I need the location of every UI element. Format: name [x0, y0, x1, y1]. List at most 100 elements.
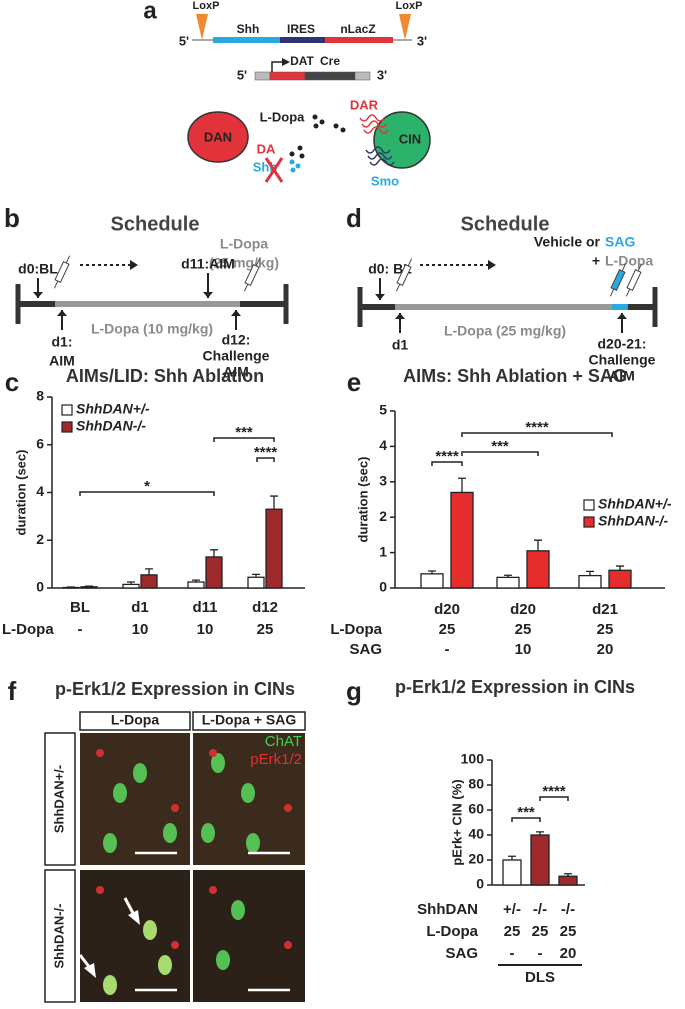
error-bar: [192, 579, 200, 583]
segment: [254, 71, 271, 81]
row-value: -/-: [533, 901, 547, 918]
x-tick-label: d21: [592, 601, 618, 618]
chart-title: p-Erk1/2 Expression in CINs: [395, 677, 635, 697]
label: Schedule: [461, 213, 550, 235]
label: AIM: [49, 353, 75, 369]
syringe: [609, 288, 615, 297]
syringe: [407, 258, 413, 267]
y-tick-label: 6: [36, 435, 44, 451]
significance: ****: [254, 444, 278, 461]
cell: [246, 833, 260, 853]
row-value: 20: [597, 641, 614, 658]
label: d: [346, 203, 362, 233]
bar: [496, 576, 520, 589]
molecule: [312, 114, 318, 120]
significance: *: [144, 478, 150, 495]
row-value: 10: [515, 641, 532, 658]
arrow: [78, 954, 92, 969]
cell: [103, 833, 117, 853]
significance: ***: [491, 438, 509, 455]
significance-bracket: [461, 432, 613, 437]
molecule: [295, 163, 301, 169]
row-label: ShhDAN-/-: [51, 904, 66, 969]
error-bar: [564, 873, 572, 877]
label: AIM: [223, 364, 249, 380]
label: Smo: [371, 173, 399, 188]
receptor: [359, 114, 389, 134]
y-tick-label: 0: [476, 876, 484, 892]
label: L-Dopa + SAG: [202, 712, 297, 728]
label: b: [4, 203, 20, 233]
arrow-head: [130, 260, 138, 270]
nucleus: [284, 804, 292, 812]
significance: ****: [542, 783, 566, 800]
row-value: 10: [132, 621, 149, 638]
cell: [201, 823, 215, 843]
cell: [231, 900, 245, 920]
y-tick-label: 5: [379, 402, 387, 418]
arrow-head: [282, 58, 290, 66]
arrow-head: [375, 294, 385, 300]
cell: [211, 753, 225, 773]
label: f: [8, 676, 17, 706]
arrow-head: [395, 313, 405, 319]
y-tick-label: 100: [461, 751, 485, 767]
row-value: 25: [515, 621, 532, 638]
row-label: ShhDAN: [417, 901, 478, 918]
row-label: SAG: [349, 641, 382, 658]
label: d11:AIM: [181, 256, 235, 272]
row-value: -: [78, 621, 83, 638]
bar: [80, 586, 98, 589]
y-tick-label: 8: [36, 388, 44, 404]
bar: [450, 491, 474, 589]
label: LoxP: [193, 0, 220, 12]
molecule: [313, 123, 319, 129]
row-value: 20: [560, 945, 577, 962]
cell: [373, 111, 431, 169]
significance-bracket: [431, 461, 463, 466]
syringe: [621, 263, 627, 272]
label: AIM: [609, 368, 635, 384]
cell: [143, 920, 157, 940]
column-header: [192, 711, 306, 731]
label: d0:BL: [18, 261, 58, 277]
label: LoxP: [396, 0, 423, 12]
row-value: -: [445, 641, 450, 658]
label: ChAT: [265, 733, 302, 750]
legend-swatch: [583, 499, 595, 511]
label: DAR: [350, 97, 379, 112]
row-header: [44, 869, 76, 1003]
y-tick-label: 80: [468, 776, 484, 792]
cell: [103, 975, 117, 995]
syringe: [243, 283, 249, 292]
row-label: ShhDAN+/-: [51, 765, 66, 833]
row-value: 25: [504, 923, 521, 940]
arrow: [123, 897, 136, 916]
label: d12:: [222, 332, 251, 348]
error-bar: [270, 495, 278, 510]
molecule: [289, 151, 295, 157]
arrow-head: [57, 310, 67, 316]
label: Vehicle or: [534, 234, 601, 250]
molecule: [297, 145, 303, 151]
row-value: 25: [257, 621, 274, 638]
significance-bracket: [213, 437, 275, 442]
error-bar: [252, 573, 260, 578]
cell: [133, 763, 147, 783]
x-tick-label: d20: [434, 601, 460, 618]
label: Cre: [320, 54, 340, 68]
significance: ****: [525, 419, 549, 436]
cell: [216, 950, 230, 970]
x-tick-label: d12: [252, 599, 278, 616]
cell: [187, 111, 249, 163]
bar: [420, 573, 444, 589]
label: L-Dopa (10 mg/kg): [91, 321, 213, 337]
label: (25 mg/kg): [209, 255, 279, 271]
bar: [247, 576, 265, 589]
chart-title: AIMs/LID: Shh Ablation: [66, 366, 264, 386]
label: L-Dopa: [605, 253, 653, 269]
bar: [608, 569, 632, 589]
row-value: -: [510, 945, 515, 962]
